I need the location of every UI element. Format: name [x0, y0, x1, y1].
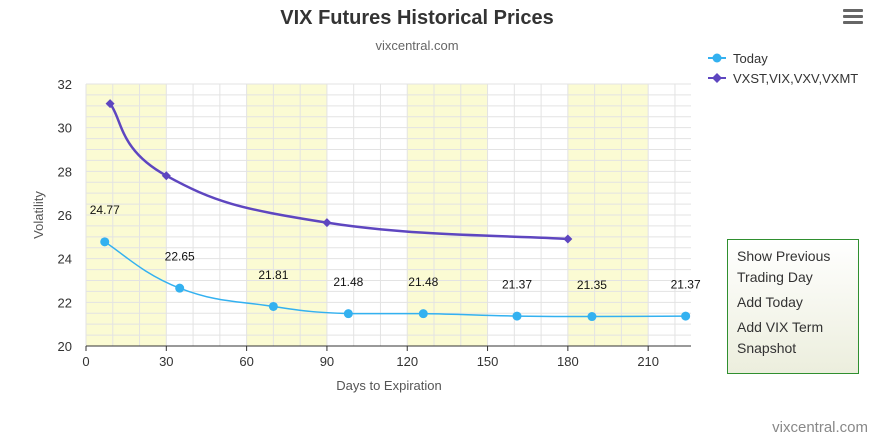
y-axis-title: Volatility	[31, 191, 46, 239]
point-marker-today[interactable]	[512, 311, 522, 321]
axes: 0 30 60 90 120 150 180 210 20 22 24 26 28 30 32	[58, 77, 691, 369]
legend-label-term: VXST,VIX,VXV,VXMT	[733, 71, 858, 86]
x-tick-label: 0	[82, 354, 89, 369]
point-marker-today[interactable]	[681, 311, 691, 321]
data-label: 21.48	[408, 275, 438, 289]
point-marker-term[interactable]	[322, 218, 332, 228]
x-tick-label: 90	[320, 354, 334, 369]
y-tick-label: 20	[58, 339, 72, 354]
x-tick-label: 120	[396, 354, 418, 369]
y-tick-label: 24	[58, 252, 72, 267]
point-marker-today[interactable]	[418, 309, 428, 319]
context-menu: Show Previous Trading Day Add Today Add …	[727, 239, 859, 374]
chart-credit[interactable]: vixcentral.com	[772, 419, 868, 436]
chart-subtitle: vixcentral.com	[375, 38, 458, 53]
x-tick-label: 150	[477, 354, 499, 369]
y-tick-label: 22	[58, 295, 72, 310]
point-marker-today[interactable]	[343, 309, 353, 319]
legend[interactable]: Today VXST,VIX,VXV,VXMT	[708, 51, 858, 86]
y-tick-label: 26	[58, 208, 72, 223]
point-marker-today[interactable]	[175, 283, 185, 293]
legend-label-today: Today	[733, 51, 768, 66]
chart-title: VIX Futures Historical Prices	[280, 7, 553, 29]
legend-marker-circle	[712, 53, 722, 63]
legend-marker-diamond	[712, 73, 722, 83]
point-marker-term[interactable]	[161, 171, 171, 181]
series-layer	[100, 99, 691, 322]
hamburger-menu-icon[interactable]	[843, 9, 863, 27]
data-label: 22.65	[165, 249, 195, 263]
menu-item-show-previous[interactable]: Show Previous Trading Day	[737, 248, 831, 285]
point-marker-term[interactable]	[563, 234, 573, 244]
x-tick-label: 180	[557, 354, 579, 369]
series-line-term[interactable]	[109, 102, 568, 241]
x-tick-label: 210	[637, 354, 659, 369]
data-label: 21.48	[333, 275, 363, 289]
y-tick-label: 30	[58, 121, 72, 136]
data-labels: 24.77 22.65 21.81 21.48 21.48 21.37 21.35 21.37	[90, 203, 701, 292]
x-tick-label: 60	[239, 354, 253, 369]
point-marker-today[interactable]	[100, 237, 110, 247]
legend-item-today[interactable]: Today	[708, 51, 768, 66]
data-label: 21.81	[258, 268, 288, 282]
menu-item-add-today[interactable]: Add Today	[737, 294, 803, 310]
data-label: 21.37	[502, 277, 532, 291]
y-tick-label: 32	[58, 77, 72, 92]
data-label: 21.35	[577, 278, 607, 292]
legend-item-term[interactable]: VXST,VIX,VXV,VXMT	[708, 71, 858, 86]
data-label: 24.77	[90, 203, 120, 217]
menu-item-add-vix-term[interactable]: Add VIX Term Snapshot	[737, 319, 824, 356]
y-tick-label: 28	[58, 164, 72, 179]
x-tick-label: 30	[159, 354, 173, 369]
x-axis-title: Days to Expiration	[336, 378, 442, 393]
point-marker-today[interactable]	[268, 301, 278, 311]
point-marker-term[interactable]	[105, 99, 115, 109]
series-line-today[interactable]	[104, 241, 686, 318]
data-label: 21.37	[671, 277, 701, 291]
point-marker-today[interactable]	[587, 312, 597, 322]
